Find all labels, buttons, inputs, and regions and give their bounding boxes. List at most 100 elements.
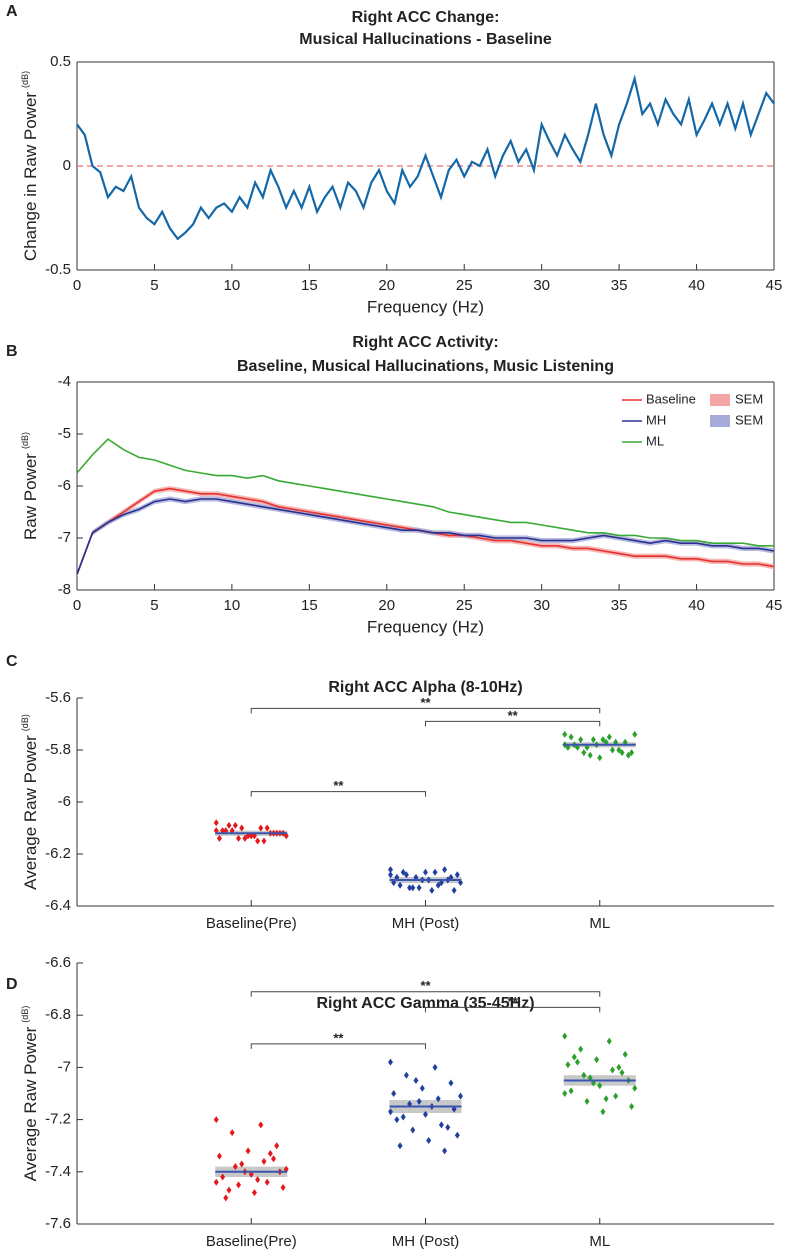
data-point bbox=[226, 1186, 232, 1194]
data-point bbox=[239, 824, 245, 832]
chart-title: Baseline, Musical Hallucinations, Music … bbox=[237, 358, 614, 375]
data-point bbox=[619, 749, 625, 757]
data-point bbox=[632, 730, 638, 738]
data-point bbox=[562, 730, 568, 738]
panel-label: C bbox=[6, 653, 18, 670]
data-point bbox=[445, 1123, 451, 1131]
data-point bbox=[629, 749, 635, 757]
x-tick-label: ML bbox=[589, 1233, 610, 1250]
x-tick-label: 20 bbox=[378, 597, 395, 614]
data-point bbox=[568, 733, 574, 741]
significance-label: ** bbox=[333, 778, 344, 793]
data-point bbox=[426, 1136, 432, 1144]
data-point bbox=[223, 1194, 229, 1202]
data-line bbox=[76, 438, 774, 547]
data-point bbox=[261, 1157, 267, 1165]
significance-bracket bbox=[250, 791, 426, 797]
data-point bbox=[400, 1113, 406, 1121]
data-point bbox=[407, 884, 413, 892]
x-tick-label: 0 bbox=[73, 597, 81, 614]
data-point bbox=[274, 1142, 280, 1150]
x-tick-label: 40 bbox=[688, 277, 705, 294]
y-axis-label: Average Raw Power (dB) bbox=[20, 714, 40, 890]
y-tick-label: 0.5 bbox=[50, 53, 71, 70]
data-point bbox=[594, 1056, 600, 1064]
legend-label: SEM bbox=[735, 391, 763, 406]
data-point bbox=[568, 1087, 574, 1095]
data-point bbox=[261, 837, 267, 845]
data-point bbox=[216, 1152, 222, 1160]
data-point bbox=[388, 871, 393, 879]
x-axis-label: Frequency (Hz) bbox=[367, 617, 484, 636]
chart-title: Right ACC Change: bbox=[352, 9, 500, 26]
significance-label: ** bbox=[508, 708, 519, 723]
significance-bracket bbox=[425, 1006, 601, 1013]
data-point bbox=[442, 1147, 448, 1155]
data-point bbox=[267, 1150, 273, 1158]
x-tick-label: Baseline(Pre) bbox=[206, 1233, 297, 1250]
legend-swatch bbox=[710, 415, 730, 427]
data-point bbox=[216, 834, 222, 842]
data-point bbox=[435, 1095, 441, 1103]
data-point bbox=[571, 1053, 577, 1061]
data-point bbox=[432, 1063, 438, 1071]
data-point bbox=[229, 1129, 235, 1137]
data-point bbox=[616, 746, 622, 754]
data-point bbox=[258, 824, 264, 832]
data-point bbox=[629, 1103, 635, 1111]
y-tick-label: -7.4 bbox=[45, 1163, 71, 1180]
x-tick-label: 10 bbox=[224, 597, 241, 614]
y-axis-label-text: Average Raw Power bbox=[21, 735, 40, 890]
y-tick-label: -7 bbox=[58, 529, 71, 546]
data-point bbox=[603, 1095, 609, 1103]
data-point bbox=[581, 749, 587, 757]
data-point bbox=[613, 1092, 619, 1100]
y-axis-unit: (dB) bbox=[20, 432, 30, 449]
data-point bbox=[600, 736, 606, 744]
data-point bbox=[597, 1082, 603, 1090]
data-point bbox=[597, 754, 603, 762]
data-point bbox=[232, 1163, 238, 1171]
legend-label: MH bbox=[646, 412, 666, 427]
data-point bbox=[258, 1121, 264, 1129]
data-point bbox=[565, 1061, 571, 1069]
data-point bbox=[232, 821, 238, 829]
data-point bbox=[419, 1084, 425, 1092]
y-axis-unit: (dB) bbox=[20, 1006, 30, 1023]
x-tick-label: 45 bbox=[766, 597, 783, 614]
y-tick-label: -6 bbox=[58, 477, 71, 494]
x-tick-label: 35 bbox=[611, 277, 628, 294]
chart-title: Musical Hallucinations - Baseline bbox=[299, 31, 552, 48]
y-axis-label: Change in Raw Power (dB) bbox=[20, 71, 40, 261]
data-point bbox=[606, 1037, 612, 1045]
x-tick-label: 10 bbox=[224, 277, 241, 294]
significance-bracket bbox=[250, 991, 601, 997]
legend-label: Baseline bbox=[646, 391, 696, 406]
data-point bbox=[609, 746, 615, 754]
data-point bbox=[397, 881, 403, 889]
y-tick-label: -7 bbox=[58, 1058, 71, 1075]
data-point bbox=[388, 1108, 393, 1116]
y-axis-label-text: Average Raw Power bbox=[21, 1026, 40, 1181]
y-tick-label: -7.2 bbox=[45, 1111, 71, 1128]
y-axis-label: Average Raw Power (dB) bbox=[20, 1006, 40, 1182]
data-point bbox=[397, 1142, 403, 1150]
data-point bbox=[590, 736, 596, 744]
data-point bbox=[410, 1126, 416, 1134]
y-tick-label: -8 bbox=[58, 581, 71, 598]
data-point bbox=[438, 1121, 444, 1129]
data-point bbox=[619, 1069, 625, 1077]
y-tick-label: 0 bbox=[63, 157, 71, 174]
data-point bbox=[435, 881, 441, 889]
data-point bbox=[632, 1084, 638, 1092]
data-point bbox=[600, 1108, 606, 1116]
x-axis-label: Frequency (Hz) bbox=[367, 297, 484, 316]
significance-label: ** bbox=[420, 695, 431, 710]
x-tick-label: 40 bbox=[688, 597, 705, 614]
data-point bbox=[429, 886, 435, 894]
data-point bbox=[458, 1092, 463, 1100]
data-point bbox=[562, 1032, 568, 1040]
data-point bbox=[413, 1076, 419, 1084]
data-point bbox=[400, 868, 406, 876]
